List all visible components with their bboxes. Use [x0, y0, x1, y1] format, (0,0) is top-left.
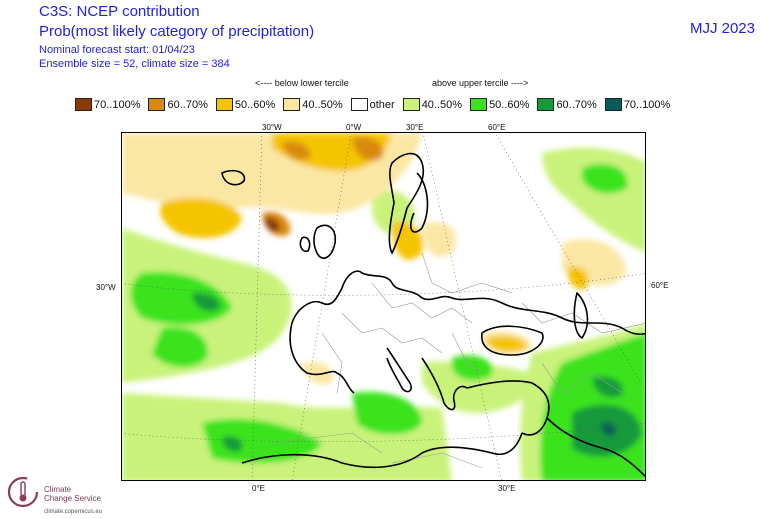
- legend-swatch: [604, 98, 622, 111]
- lon-label-top-1: 30°W: [262, 123, 282, 132]
- logo-name-line2: Change Service: [44, 494, 101, 503]
- legend-swatch: [283, 98, 301, 111]
- lon-label-bottom-2: 30°E: [498, 484, 516, 493]
- legend-label: 40..50%: [302, 98, 343, 111]
- legend-label: 60..70%: [167, 98, 208, 111]
- legend-item: 60..70%: [537, 98, 597, 111]
- legend-swatch: [402, 98, 420, 111]
- precipitation-probability-map: [121, 132, 646, 481]
- legend-swatch: [350, 98, 368, 111]
- color-legend: 70..100% 60..70% 50..60% 40..50% other 40..50…: [75, 98, 678, 111]
- legend-item: 70..100%: [604, 98, 671, 111]
- climate-change-service-icon: [7, 476, 39, 508]
- legend-item: other: [350, 98, 395, 111]
- chart-title-variable: Prob(most likely category of precipitati…: [39, 23, 315, 40]
- legend-label: 70..100%: [94, 98, 141, 111]
- legend-label: 60..70%: [556, 98, 597, 111]
- legend-label: 50..60%: [234, 98, 276, 111]
- legend-label: 50..60%: [489, 98, 530, 111]
- lon-label-bottom-1: 0°E: [252, 484, 265, 493]
- legend-swatch: [215, 98, 233, 111]
- lon-label-top-4: 60°E: [488, 123, 506, 132]
- legend-swatch: [75, 98, 92, 111]
- graticule: [122, 133, 645, 480]
- map-svg: [122, 133, 645, 480]
- legend-swatch: [148, 98, 166, 111]
- legend-swatch: [470, 98, 488, 111]
- forecast-period: MJJ 2023: [689, 20, 755, 37]
- copernicus-logo: Climate Change Service climate.copernicu…: [6, 475, 118, 517]
- legend-item: 40..50%: [283, 98, 343, 111]
- country-borders: [271, 252, 645, 469]
- legend-label: other: [369, 98, 395, 111]
- legend-item: 40..50%: [402, 98, 463, 111]
- probability-fields: [122, 133, 645, 480]
- legend-item: 50..60%: [470, 98, 529, 111]
- below-tercile-label: <---- below lower tercile: [255, 78, 349, 88]
- coastlines: [221, 152, 645, 478]
- lat-label-left: 30°W: [96, 283, 116, 292]
- lon-label-top-3: 30°E: [406, 123, 424, 132]
- logo-name-line1: Climate: [44, 485, 72, 494]
- forecast-start-text: Nominal forecast start: 01/04/23: [39, 44, 195, 56]
- legend-item: 60..70%: [148, 98, 208, 111]
- legend-item: 50..60%: [215, 98, 276, 111]
- legend-swatch: [537, 98, 555, 111]
- lon-label-top-2: 0°W: [346, 123, 362, 132]
- ensemble-size-text: Ensemble size = 52, climate size = 384: [39, 58, 230, 70]
- logo-url: climate.copernicus.eu: [44, 509, 103, 515]
- legend-label: 40..50%: [421, 98, 463, 111]
- lat-label-right: 60°E: [651, 281, 669, 290]
- legend-label: 70..100%: [623, 98, 671, 111]
- legend-item: 70..100%: [75, 98, 140, 111]
- above-tercile-label: above upper tercile ---->: [432, 78, 529, 88]
- chart-title-source: C3S: NCEP contribution: [39, 3, 200, 20]
